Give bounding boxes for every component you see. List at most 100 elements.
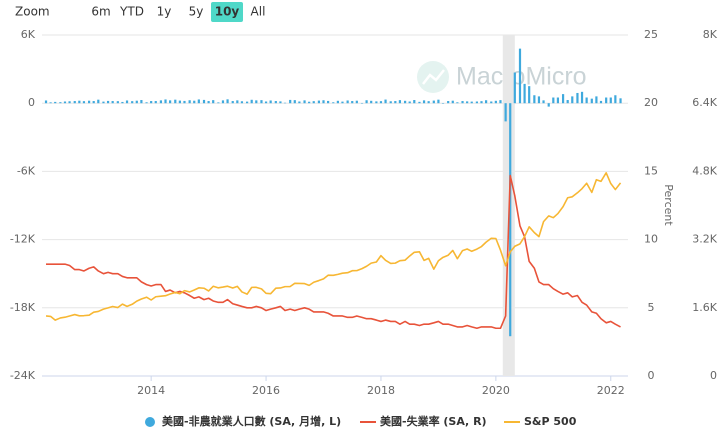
bar [484,100,488,104]
bar [49,102,52,104]
bar [456,102,459,104]
watermark-text: MacroMicro [456,63,587,91]
y-tick-label: 6K [21,28,36,41]
y-tick-label: 0 [28,96,35,109]
bar [379,101,383,104]
bar [398,100,402,104]
bar [585,97,588,104]
bar [533,95,536,104]
legend-label[interactable]: S&P 500 [524,415,577,428]
bar [169,100,172,104]
x-tick-label: 2016 [252,384,280,397]
bar [370,100,373,104]
bar [102,101,105,104]
bar [403,100,407,104]
bar [293,100,296,104]
bar [308,101,311,104]
bar [63,101,67,104]
x-tick-label: 2018 [367,384,395,397]
range-button[interactable]: 1y [157,5,172,19]
bar [145,102,148,104]
bar [518,48,522,104]
bar [528,86,531,104]
bar [269,100,272,104]
bar [480,101,483,104]
bar [226,99,229,104]
bar [332,102,335,104]
legend-label[interactable]: 美國-失業率 (SA, R) [380,414,487,428]
line [45,172,622,321]
bar [413,100,416,104]
bar [605,97,608,104]
bar [68,101,71,104]
bar [475,101,479,104]
bar [355,100,358,104]
y3-tick-label: 4.8K [692,164,717,177]
range-button[interactable]: 10y [215,5,240,19]
bar [437,99,440,104]
bar [174,99,177,104]
y2-axis-title: Percent [662,184,675,226]
bar [289,99,292,104]
bar [466,101,469,104]
y3-tick-label: 0 [710,369,717,382]
range-button[interactable]: YTD [119,5,144,19]
bar [188,100,191,104]
range-label: Zoom [15,5,50,19]
bar [609,97,612,104]
bar [394,101,397,104]
range-button[interactable]: 6m [91,5,110,19]
bar [154,101,157,104]
bar [197,99,200,104]
bar [556,97,560,104]
bar [255,100,258,104]
bar [193,100,196,104]
watermark: MacroMicro [417,61,587,93]
bar [312,101,315,104]
bar [599,100,603,104]
legend-symbol [145,417,155,427]
bar [178,100,181,104]
bar [375,101,378,104]
y3-tick-label: 1.6K [692,301,717,314]
bar [250,99,253,104]
range-button[interactable]: All [251,5,266,19]
x-tick-label: 2022 [597,384,625,397]
bar [451,100,454,104]
bar [279,101,282,104]
bar [264,101,268,104]
bar [78,100,81,104]
bar [351,101,354,104]
bar [221,100,225,104]
bar [116,101,119,104]
bar [470,101,473,104]
bar [246,101,249,104]
bar [317,100,321,104]
bar [336,100,339,104]
bar [346,100,349,104]
bar [504,103,507,122]
bar [576,92,579,104]
bar [619,98,622,104]
bar [92,101,95,104]
bar [490,101,493,104]
bar [561,94,565,104]
bar [322,100,325,104]
bar [447,101,450,104]
bar [121,101,124,104]
bar [207,101,210,104]
bar [389,101,392,104]
bar [140,100,143,104]
y2-tick-label: 5 [648,301,655,314]
bar [427,101,430,104]
bar [164,99,167,104]
legend-label[interactable]: 美國-非農就業人口數 (SA, 月增, L) [162,414,341,428]
bar [298,101,301,104]
x-tick-label: 2014 [137,384,165,397]
range-button-bg [211,2,243,22]
y-tick-label: -12K [10,233,36,246]
bar [523,83,526,104]
bar [537,96,541,104]
bar [509,103,512,337]
range-button[interactable]: 5y [189,5,204,19]
